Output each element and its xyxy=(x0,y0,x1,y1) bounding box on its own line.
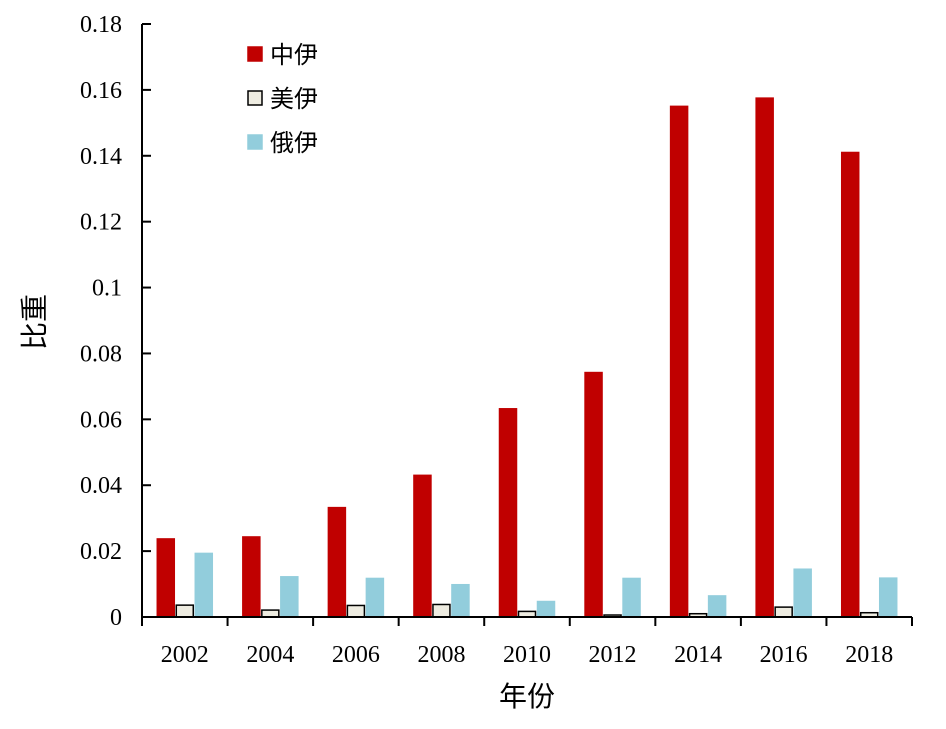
bar-俄伊-2002 xyxy=(194,552,214,618)
legend-label-俄伊: 俄伊 xyxy=(270,129,318,157)
bar-美伊-2016 xyxy=(774,606,793,618)
bar-中伊-2016 xyxy=(755,97,774,618)
legend-label-美伊: 美伊 xyxy=(270,85,318,113)
y-tick-label: 0.02 xyxy=(80,539,122,565)
y-tick-label: 0.12 xyxy=(80,210,122,236)
bar-俄伊-2010 xyxy=(536,600,556,618)
y-axis-title: 比重 xyxy=(18,294,51,350)
bar-俄伊-2014 xyxy=(707,595,727,618)
bar-中伊-2004 xyxy=(242,536,261,618)
y-tick-label: 0.14 xyxy=(80,144,122,170)
x-tick-label: 2006 xyxy=(332,642,380,668)
bar-美伊-2002 xyxy=(175,604,195,618)
legend-label-中伊: 中伊 xyxy=(270,41,318,69)
bar-中伊-2014 xyxy=(669,105,689,618)
x-tick-label: 2014 xyxy=(674,642,722,668)
x-tick-label: 2004 xyxy=(246,642,294,668)
y-tick-label: 0 xyxy=(110,605,122,631)
y-tick-label: 0.08 xyxy=(80,341,122,367)
x-tick-label: 2010 xyxy=(503,642,551,668)
bar-中伊-2018 xyxy=(840,151,860,618)
x-ticks-group: 2002 2004 2006 2008 2010 2012 2014 2016 2018 xyxy=(141,617,913,668)
y-tick-label: 0.1 xyxy=(92,276,122,302)
bar-美伊-2008 xyxy=(432,603,451,618)
y-tick-label: 0.04 xyxy=(80,473,122,499)
y-tick-label: 0.18 xyxy=(80,12,122,38)
x-tick-label: 2016 xyxy=(760,642,808,668)
x-tick-label: 2002 xyxy=(161,642,209,668)
bar-中伊-2010 xyxy=(498,408,518,618)
bar-中伊-2008 xyxy=(413,474,432,618)
x-tick-label: 2018 xyxy=(845,642,893,668)
bar-中伊-2012 xyxy=(584,371,603,618)
bar-俄伊-2012 xyxy=(622,577,641,618)
bar-俄伊-2006 xyxy=(365,577,385,618)
bar-中伊-2002 xyxy=(156,538,176,618)
bar-俄伊-2008 xyxy=(451,583,470,618)
bar-俄伊-2004 xyxy=(280,576,299,618)
bar-俄伊-2018 xyxy=(878,577,898,618)
x-tick-label: 2008 xyxy=(417,642,465,668)
y-ticks-group: 0 0.02 0.04 0.06 0.08 0.1 0.12 0.14 0.16 0.18 xyxy=(80,12,151,631)
x-axis-title: 年份 xyxy=(499,680,555,713)
legend-swatch-中伊 xyxy=(247,46,263,62)
legend-swatch-美伊 xyxy=(247,90,263,106)
legend-swatch-俄伊 xyxy=(247,134,263,150)
bar-美伊-2004 xyxy=(261,609,280,618)
y-tick-label: 0.16 xyxy=(80,78,122,104)
x-tick-label: 2012 xyxy=(589,642,637,668)
y-tick-label: 0.06 xyxy=(80,407,122,433)
bars-group xyxy=(156,97,898,618)
bar-俄伊-2016 xyxy=(793,568,812,618)
bar-美伊-2006 xyxy=(346,604,366,618)
bar-中伊-2006 xyxy=(327,506,347,618)
